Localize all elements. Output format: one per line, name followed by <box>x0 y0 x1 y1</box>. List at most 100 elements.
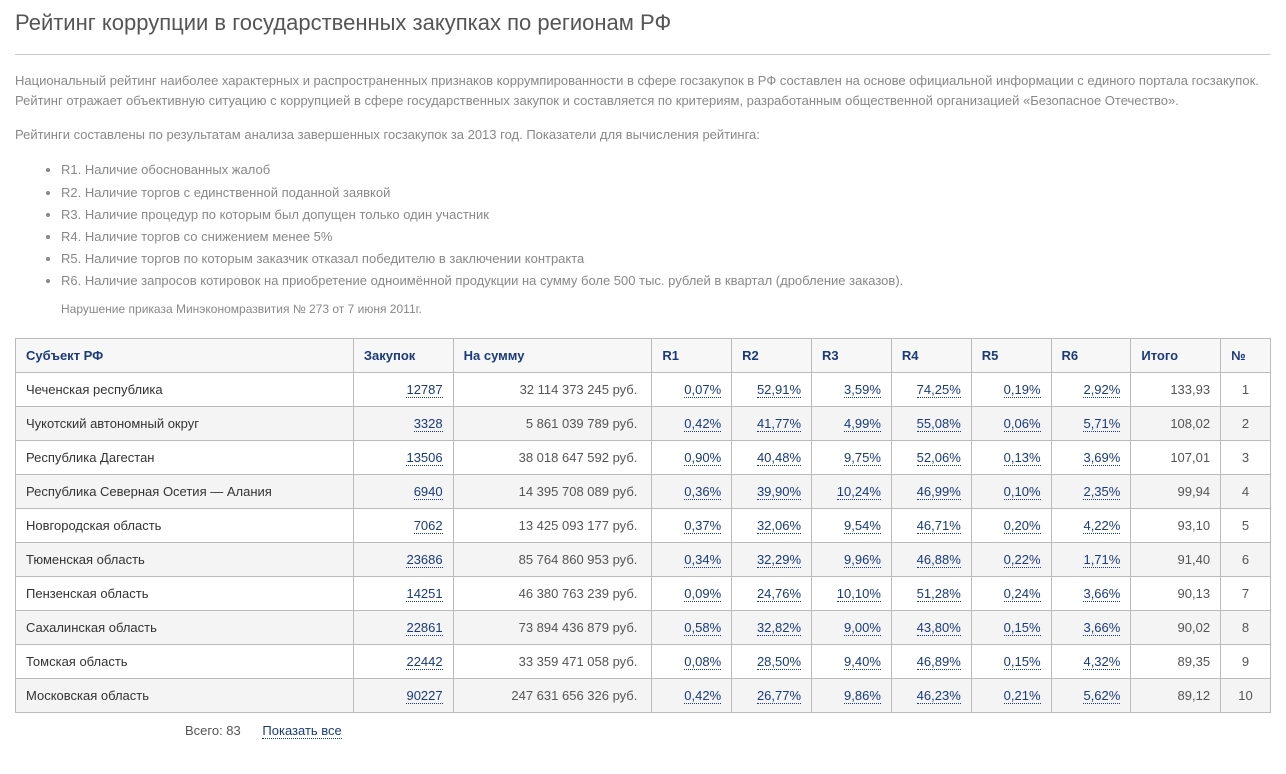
r2-link[interactable]: 52,91% <box>757 382 801 398</box>
cell-zakup: 90227 <box>353 678 453 712</box>
r4-link[interactable]: 46,23% <box>917 688 961 704</box>
r3-link[interactable]: 4,99% <box>844 416 881 432</box>
cell-total: 89,12 <box>1131 678 1221 712</box>
r3-link[interactable]: 9,86% <box>844 688 881 704</box>
th-region[interactable]: Субъект РФ <box>16 338 354 372</box>
r1-link[interactable]: 0,42% <box>684 688 721 704</box>
r2-link[interactable]: 26,77% <box>757 688 801 704</box>
table-row: Пензенская область1425146 380 763 239 ру… <box>16 576 1271 610</box>
r3-link[interactable]: 9,54% <box>844 518 881 534</box>
r5-link[interactable]: 0,13% <box>1004 450 1041 466</box>
th-r1[interactable]: R1 <box>652 338 732 372</box>
r1-link[interactable]: 0,36% <box>684 484 721 500</box>
r2-link[interactable]: 24,76% <box>757 586 801 602</box>
r2-link[interactable]: 40,48% <box>757 450 801 466</box>
cell-zakup: 12787 <box>353 372 453 406</box>
r4-link[interactable]: 51,28% <box>917 586 961 602</box>
r3-link[interactable]: 10,10% <box>837 586 881 602</box>
r4-link[interactable]: 55,08% <box>917 416 961 432</box>
r5-link[interactable]: 0,15% <box>1004 620 1041 636</box>
zakup-link[interactable]: 3328 <box>414 416 443 432</box>
zakup-link[interactable]: 22442 <box>406 654 442 670</box>
r1-link[interactable]: 0,37% <box>684 518 721 534</box>
r3-link[interactable]: 10,24% <box>837 484 881 500</box>
zakup-link[interactable]: 23686 <box>406 552 442 568</box>
r6-link[interactable]: 3,69% <box>1083 450 1120 466</box>
r2-link[interactable]: 39,90% <box>757 484 801 500</box>
r6-link[interactable]: 4,32% <box>1083 654 1120 670</box>
r1-link[interactable]: 0,90% <box>684 450 721 466</box>
r2-link[interactable]: 32,82% <box>757 620 801 636</box>
r4-link[interactable]: 74,25% <box>917 382 961 398</box>
cell-r5: 0,24% <box>971 576 1051 610</box>
th-sum[interactable]: На сумму <box>453 338 652 372</box>
r6-link[interactable]: 4,22% <box>1083 518 1120 534</box>
r3-link[interactable]: 3,59% <box>844 382 881 398</box>
r5-link[interactable]: 0,06% <box>1004 416 1041 432</box>
cell-total: 99,94 <box>1131 474 1221 508</box>
r4-link[interactable]: 46,71% <box>917 518 961 534</box>
r1-link[interactable]: 0,34% <box>684 552 721 568</box>
r6-link[interactable]: 2,35% <box>1083 484 1120 500</box>
r5-link[interactable]: 0,21% <box>1004 688 1041 704</box>
r5-link[interactable]: 0,15% <box>1004 654 1041 670</box>
r1-link[interactable]: 0,07% <box>684 382 721 398</box>
cell-r2: 32,29% <box>732 542 812 576</box>
r3-link[interactable]: 9,00% <box>844 620 881 636</box>
r6-link[interactable]: 1,71% <box>1083 552 1120 568</box>
zakup-link[interactable]: 13506 <box>406 450 442 466</box>
show-all-link[interactable]: Показать все <box>262 723 341 739</box>
r4-link[interactable]: 46,99% <box>917 484 961 500</box>
criteria-item: R6. Наличие запросов котировок на приобр… <box>61 270 1271 292</box>
cell-rank: 3 <box>1221 440 1271 474</box>
zakup-link[interactable]: 6940 <box>414 484 443 500</box>
cell-sum: 13 425 093 177 руб. <box>453 508 652 542</box>
zakup-link[interactable]: 12787 <box>406 382 442 398</box>
r1-link[interactable]: 0,58% <box>684 620 721 636</box>
r6-link[interactable]: 3,66% <box>1083 620 1120 636</box>
r4-link[interactable]: 52,06% <box>917 450 961 466</box>
cell-r2: 26,77% <box>732 678 812 712</box>
th-r5[interactable]: R5 <box>971 338 1051 372</box>
r4-link[interactable]: 46,89% <box>917 654 961 670</box>
r5-link[interactable]: 0,24% <box>1004 586 1041 602</box>
cell-r6: 3,66% <box>1051 610 1131 644</box>
r4-link[interactable]: 46,88% <box>917 552 961 568</box>
table-row: Томская область2244233 359 471 058 руб.0… <box>16 644 1271 678</box>
cell-r3: 10,24% <box>812 474 892 508</box>
r1-link[interactable]: 0,42% <box>684 416 721 432</box>
r3-link[interactable]: 9,75% <box>844 450 881 466</box>
th-rank[interactable]: № <box>1221 338 1271 372</box>
r5-link[interactable]: 0,10% <box>1004 484 1041 500</box>
r2-link[interactable]: 41,77% <box>757 416 801 432</box>
th-r4[interactable]: R4 <box>891 338 971 372</box>
th-r6[interactable]: R6 <box>1051 338 1131 372</box>
r1-link[interactable]: 0,08% <box>684 654 721 670</box>
th-r3[interactable]: R3 <box>812 338 892 372</box>
r4-link[interactable]: 43,80% <box>917 620 961 636</box>
r6-link[interactable]: 2,92% <box>1083 382 1120 398</box>
r2-link[interactable]: 28,50% <box>757 654 801 670</box>
r3-link[interactable]: 9,96% <box>844 552 881 568</box>
r6-link[interactable]: 5,62% <box>1083 688 1120 704</box>
r5-link[interactable]: 0,20% <box>1004 518 1041 534</box>
r5-link[interactable]: 0,19% <box>1004 382 1041 398</box>
zakup-link[interactable]: 90227 <box>406 688 442 704</box>
cell-zakup: 23686 <box>353 542 453 576</box>
th-r2[interactable]: R2 <box>732 338 812 372</box>
cell-rank: 4 <box>1221 474 1271 508</box>
zakup-link[interactable]: 7062 <box>414 518 443 534</box>
r6-link[interactable]: 3,66% <box>1083 586 1120 602</box>
th-zakup[interactable]: Закупок <box>353 338 453 372</box>
r2-link[interactable]: 32,29% <box>757 552 801 568</box>
r3-link[interactable]: 9,40% <box>844 654 881 670</box>
cell-r3: 9,00% <box>812 610 892 644</box>
r2-link[interactable]: 32,06% <box>757 518 801 534</box>
r5-link[interactable]: 0,22% <box>1004 552 1041 568</box>
r6-link[interactable]: 5,71% <box>1083 416 1120 432</box>
th-total[interactable]: Итого <box>1131 338 1221 372</box>
cell-total: 133,93 <box>1131 372 1221 406</box>
r1-link[interactable]: 0,09% <box>684 586 721 602</box>
zakup-link[interactable]: 22861 <box>406 620 442 636</box>
zakup-link[interactable]: 14251 <box>406 586 442 602</box>
